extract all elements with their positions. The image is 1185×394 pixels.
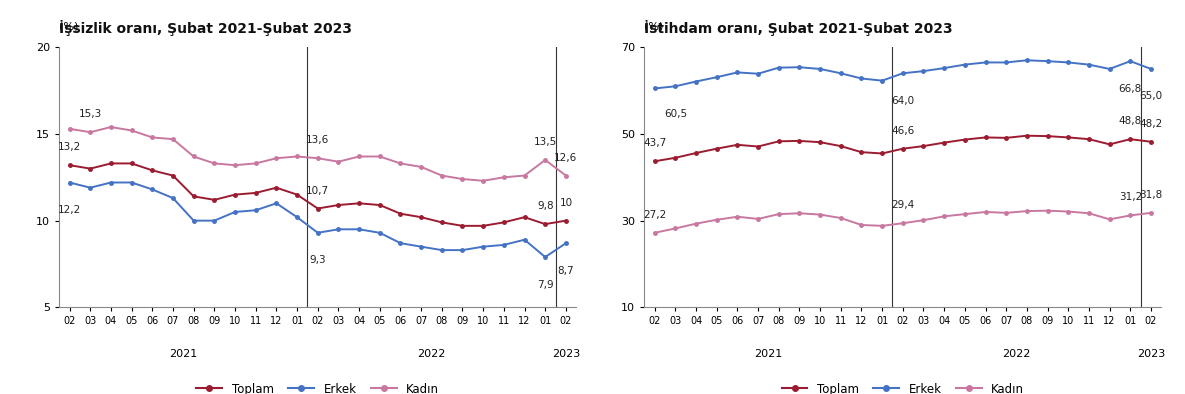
Text: 2021: 2021 xyxy=(755,349,782,359)
Text: 48,8: 48,8 xyxy=(1119,116,1142,126)
Text: 12,6: 12,6 xyxy=(555,152,577,163)
Legend: Toplam, Erkek, Kadın: Toplam, Erkek, Kadın xyxy=(777,378,1029,394)
Text: (%): (%) xyxy=(645,22,664,32)
Text: İşsizlik oranı, Şubat 2021-Şubat 2023: İşsizlik oranı, Şubat 2021-Şubat 2023 xyxy=(59,20,352,36)
Text: 10,7: 10,7 xyxy=(306,186,329,195)
Text: 31,2: 31,2 xyxy=(1119,192,1142,203)
Text: İstihdam oranı, Şubat 2021-Şubat 2023: İstihdam oranı, Şubat 2021-Şubat 2023 xyxy=(645,20,953,36)
Text: 46,6: 46,6 xyxy=(891,126,915,136)
Text: 66,8: 66,8 xyxy=(1119,84,1142,94)
Text: 9,8: 9,8 xyxy=(537,201,553,211)
Text: 64,0: 64,0 xyxy=(891,96,915,106)
Text: 60,5: 60,5 xyxy=(664,109,687,119)
Text: 27,2: 27,2 xyxy=(643,210,666,220)
Text: 12,2: 12,2 xyxy=(58,205,82,215)
Text: 10: 10 xyxy=(559,198,572,208)
Text: 2022: 2022 xyxy=(417,349,446,359)
Text: 31,8: 31,8 xyxy=(1139,190,1162,200)
Legend: Toplam, Erkek, Kadın: Toplam, Erkek, Kadın xyxy=(192,378,443,394)
Text: 65,0: 65,0 xyxy=(1140,91,1162,102)
Text: 13,2: 13,2 xyxy=(58,142,82,152)
Text: 2023: 2023 xyxy=(1136,349,1165,359)
Text: 2023: 2023 xyxy=(552,349,579,359)
Text: 43,7: 43,7 xyxy=(643,138,666,148)
Text: 13,5: 13,5 xyxy=(533,137,557,147)
Text: 2022: 2022 xyxy=(1003,349,1031,359)
Text: 8,7: 8,7 xyxy=(558,266,575,276)
Text: 2021: 2021 xyxy=(169,349,198,359)
Text: 29,4: 29,4 xyxy=(891,200,915,210)
Text: 13,6: 13,6 xyxy=(306,135,329,145)
Text: 48,2: 48,2 xyxy=(1139,119,1162,129)
Text: (%): (%) xyxy=(59,22,78,32)
Text: 9,3: 9,3 xyxy=(309,255,326,265)
Text: 7,9: 7,9 xyxy=(537,280,553,290)
Text: 15,3: 15,3 xyxy=(78,109,102,119)
